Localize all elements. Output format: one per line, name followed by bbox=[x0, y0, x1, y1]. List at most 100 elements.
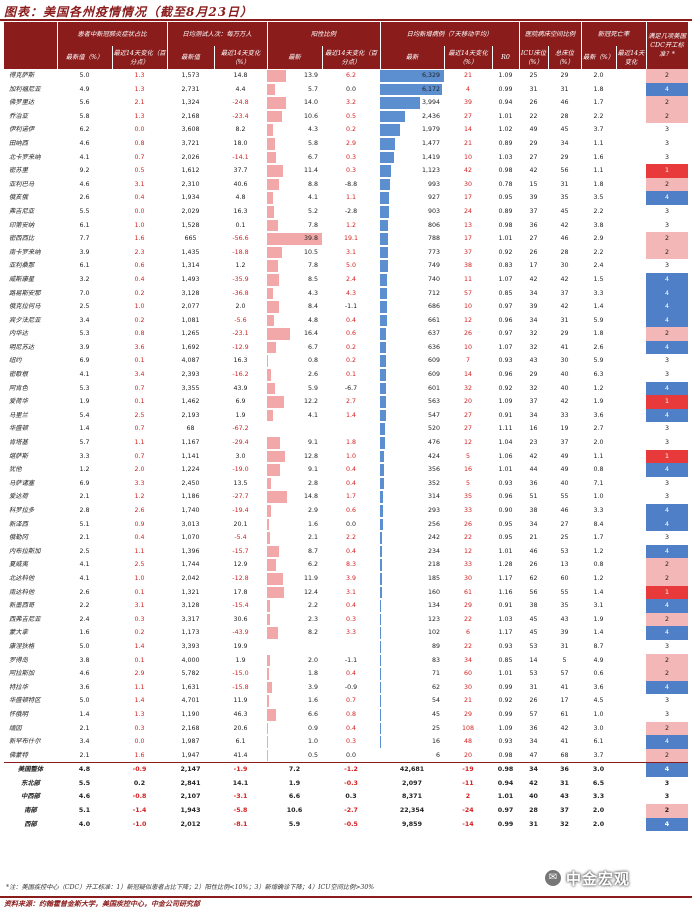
symptom-change: 2.0 bbox=[134, 466, 145, 474]
tests-per-10k: 1,324 bbox=[181, 99, 200, 107]
state-name: 佛罗里达 bbox=[9, 99, 35, 107]
r0-value: 0.99 bbox=[498, 85, 513, 93]
positive-rate-text: 5.7 bbox=[307, 85, 318, 93]
new-cases-bar bbox=[380, 233, 388, 245]
positive-rate-text: 4.3 bbox=[307, 289, 318, 297]
r0-value: 1.01 bbox=[498, 235, 513, 243]
positive-rate-text: 8.8 bbox=[307, 180, 318, 188]
symptom-change: 1.1 bbox=[134, 683, 145, 691]
symptom-change: 1.0 bbox=[134, 574, 145, 582]
death-change bbox=[616, 422, 646, 436]
cdc-criteria: 3 bbox=[646, 218, 688, 233]
symptom-change: 0.9 bbox=[134, 520, 145, 528]
new-cases: 356 bbox=[380, 463, 444, 477]
death-rate: 6.5 bbox=[592, 779, 605, 787]
cdc-criteria: 3 bbox=[646, 790, 688, 805]
r0-value: 0.83 bbox=[498, 262, 513, 270]
state-name: 马里兰 bbox=[9, 411, 28, 419]
symptom-share: 5.7 bbox=[79, 439, 90, 447]
tests-change: -12.8 bbox=[232, 574, 249, 582]
state-name: 南卡罗来纳 bbox=[9, 248, 41, 256]
symptom-change: 0.5 bbox=[134, 167, 145, 175]
positive-rate-text: 12.8 bbox=[303, 452, 318, 460]
state-name: 新罕布什尔 bbox=[9, 738, 41, 746]
positive-rate-bar bbox=[267, 586, 285, 599]
cdc-criteria: 2 bbox=[646, 558, 688, 572]
death-change bbox=[616, 354, 646, 368]
positive-rate-bar bbox=[267, 450, 285, 463]
tests-change: -23.4 bbox=[232, 112, 249, 120]
positive-change bbox=[322, 422, 380, 436]
total-beds: 35 bbox=[560, 194, 569, 202]
positive-rate-text: 1.8 bbox=[307, 670, 318, 678]
state-name: 怀俄明 bbox=[9, 710, 28, 718]
cdc-criteria: 1 bbox=[646, 164, 688, 178]
positive-change: 2.4 bbox=[345, 275, 356, 283]
positive-rate-bar bbox=[267, 695, 270, 707]
state-name: 新泽西 bbox=[9, 520, 28, 528]
tests-change: -15.0 bbox=[232, 670, 249, 678]
new-cases-bar bbox=[380, 491, 384, 503]
cdc-criteria: 2 bbox=[646, 721, 688, 736]
cdc-criteria: 4 bbox=[646, 544, 688, 559]
new-cases: 45 bbox=[380, 708, 444, 722]
new-cases: 16 bbox=[380, 735, 444, 749]
death-rate: 1.5 bbox=[593, 275, 604, 283]
death-rate: 1.1 bbox=[593, 139, 604, 147]
new-cases: 62 bbox=[380, 681, 444, 695]
death-change bbox=[616, 314, 646, 328]
table-row: 路易斯安那 7.0 0.2 3,128 -36.8 4.3 4.3 712 57 0.85 34 37… bbox=[4, 286, 688, 301]
total-beds: 53 bbox=[560, 547, 569, 555]
death-rate: 4.5 bbox=[593, 697, 604, 705]
symptom-share: 3.4 bbox=[79, 316, 90, 324]
tests-change: 17.8 bbox=[233, 588, 248, 596]
tests-change: -27.7 bbox=[232, 493, 249, 501]
icu-beds: 15 bbox=[529, 180, 538, 188]
symptom-share: 5.8 bbox=[79, 112, 90, 120]
table-row: 北卡罗来纳 4.1 0.7 2,026 -14.1 6.7 0.3 1,419 10 1.03 27… bbox=[4, 150, 688, 165]
cases-change: 24 bbox=[463, 207, 472, 215]
positive-change: 0.5 bbox=[345, 112, 356, 120]
cases-change: 38 bbox=[463, 262, 472, 270]
cdc-criteria: 3 bbox=[646, 422, 688, 437]
positive-rate: 2.9 bbox=[267, 504, 322, 518]
total-beds: 31 bbox=[560, 779, 569, 787]
table-row: 康涅狄格 5.0 1.4 3,393 19.9 89 22 0.93 53 31 8.7 3 bbox=[4, 639, 688, 654]
tests-change: -12.9 bbox=[232, 343, 249, 351]
positive-rate: 7.2 bbox=[267, 762, 322, 777]
total-beds: 31 bbox=[560, 180, 569, 188]
positive-rate-text: 0.8 bbox=[307, 357, 318, 365]
header-hospital-beds: 医院病床空间比例 bbox=[519, 22, 582, 46]
tests-change: 11.9 bbox=[233, 697, 248, 705]
cases-change: 13 bbox=[463, 221, 472, 229]
new-cases-text: 3,994 bbox=[421, 99, 440, 107]
cdc-criteria: 2 bbox=[646, 177, 688, 192]
r0-value: 1.28 bbox=[498, 561, 513, 569]
total-beds: 19 bbox=[560, 425, 569, 433]
tests-per-10k: 1,314 bbox=[181, 262, 200, 270]
new-cases-bar bbox=[380, 545, 383, 558]
table-row: 加利福尼亚 4.9 1.3 2,731 4.4 5.7 0.0 6,172 4 0.99 31 31 1… bbox=[4, 82, 688, 97]
table-row: 新罕布什尔 3.4 0.0 1,987 6.1 1.0 0.3 16 48 0.93 34 41 6.1… bbox=[4, 735, 688, 749]
tests-change: 6.1 bbox=[235, 738, 246, 746]
new-cases-bar bbox=[380, 654, 381, 667]
positive-change: 4.3 bbox=[345, 289, 356, 297]
icu-beds: 34 bbox=[529, 520, 538, 528]
new-cases-text: 71 bbox=[431, 670, 440, 678]
tests-change: -15.8 bbox=[232, 683, 249, 691]
icu-beds: 36 bbox=[529, 479, 538, 487]
cases-change: 11 bbox=[463, 275, 472, 283]
symptom-change: 0.4 bbox=[134, 275, 145, 283]
positive-rate-bar bbox=[267, 137, 275, 150]
r0-value: 1.01 bbox=[498, 112, 513, 120]
header-state bbox=[4, 22, 58, 46]
death-change bbox=[616, 694, 646, 708]
header-state-sub bbox=[4, 46, 58, 69]
new-cases: 3,994 bbox=[380, 96, 444, 110]
symptom-change: 0.1 bbox=[134, 398, 145, 406]
cases-change: 21 bbox=[463, 72, 472, 79]
death-change bbox=[616, 164, 646, 178]
icu-beds: 62 bbox=[529, 574, 538, 582]
tests-change: 1.9 bbox=[235, 656, 246, 664]
death-rate: 2.0 bbox=[593, 439, 604, 447]
